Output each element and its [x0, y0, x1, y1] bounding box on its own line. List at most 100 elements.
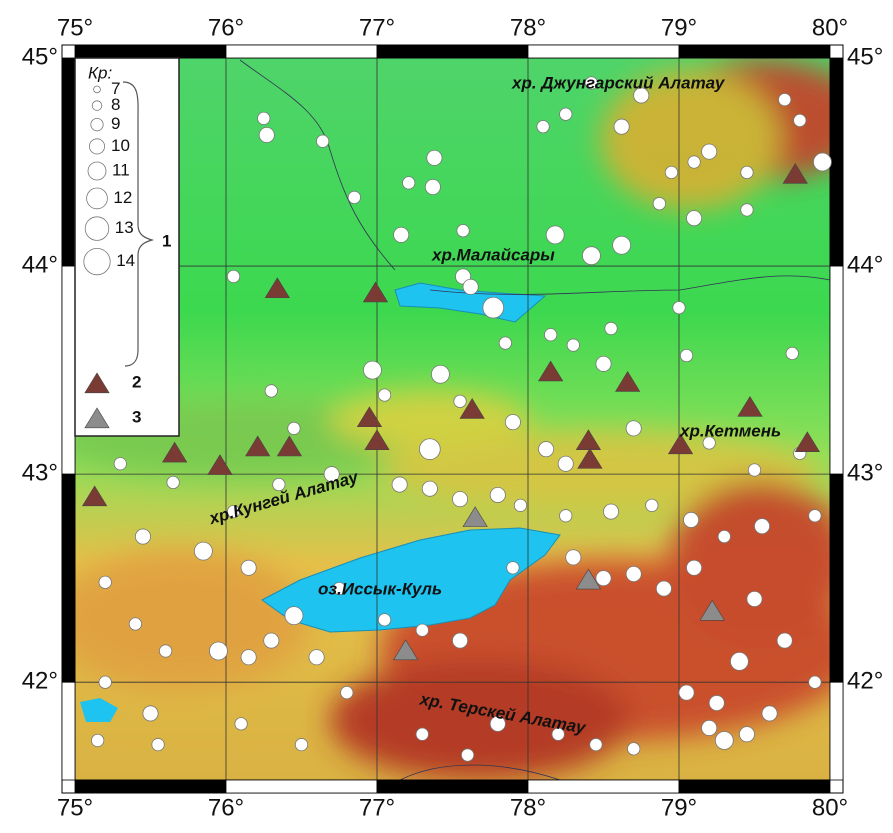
earthquake	[809, 510, 821, 522]
legend-title: Кр:	[88, 63, 112, 82]
legend-label: 8	[111, 95, 120, 114]
frame-bar	[830, 58, 843, 266]
earthquake	[539, 442, 554, 457]
earthquake	[794, 114, 806, 126]
legend-label: 12	[113, 188, 132, 207]
earthquake	[673, 301, 685, 313]
earthquake	[309, 650, 324, 665]
x-tick-label: 75°	[57, 794, 93, 821]
earthquake	[285, 607, 303, 625]
earthquake	[741, 166, 753, 178]
earthquake	[741, 204, 753, 216]
legend-symbol	[88, 162, 106, 180]
earthquake	[680, 349, 692, 361]
earthquake	[730, 652, 748, 670]
earthquake	[416, 728, 428, 740]
earthquake	[560, 108, 572, 120]
x-tick-label: 78°	[510, 794, 546, 821]
earthquake	[403, 177, 415, 189]
legend-label: 2	[132, 372, 141, 391]
earthquake	[258, 112, 270, 124]
legend-label: 3	[132, 407, 141, 426]
x-tick-label: 77°	[359, 794, 395, 821]
frame-bar	[528, 45, 679, 58]
earthquake	[507, 562, 519, 574]
earthquake	[427, 150, 442, 165]
earthquake	[348, 191, 360, 203]
earthquake	[537, 120, 549, 132]
legend-label: 14	[116, 251, 135, 270]
y-tick-label: 43°	[22, 459, 58, 486]
earthquake	[596, 571, 611, 586]
x-tick-label: 78°	[510, 14, 546, 41]
earthquake	[687, 560, 702, 575]
earthquake	[490, 487, 505, 502]
earthquake	[295, 738, 307, 750]
earthquake	[813, 153, 831, 171]
frame-bar	[528, 780, 679, 793]
legend-symbol	[84, 248, 110, 274]
legend-label: 11	[112, 160, 130, 179]
legend-label: 13	[115, 218, 134, 237]
earthquake	[566, 550, 581, 565]
x-tick-label: 80°	[812, 794, 848, 821]
earthquake	[560, 510, 572, 522]
earthquake	[419, 439, 440, 460]
legend-label: 9	[111, 114, 120, 133]
earthquake	[452, 633, 467, 648]
earthquake	[715, 731, 733, 749]
earthquake	[613, 236, 631, 254]
legend-symbol	[94, 86, 101, 93]
earthquake	[754, 519, 769, 534]
frame-bar	[830, 682, 843, 780]
earthquake	[777, 633, 792, 648]
legend-label: 10	[111, 136, 130, 155]
map: 75°75°76°76°77°77°78°78°79°79°80°80°45°4…	[0, 0, 893, 828]
earthquake	[603, 504, 618, 519]
earthquake	[514, 499, 526, 511]
y-tick-label: 43°	[847, 459, 883, 486]
earthquake	[762, 706, 777, 721]
y-tick-label: 45°	[847, 43, 883, 70]
earthquake	[779, 93, 791, 105]
earthquake	[363, 361, 381, 379]
legend-group-label: 1	[162, 231, 171, 250]
earthquake	[702, 144, 717, 159]
earthquake	[605, 322, 617, 334]
earthquake	[129, 618, 141, 630]
y-tick-label: 44°	[847, 251, 883, 278]
y-tick-label: 42°	[847, 668, 883, 695]
earthquake	[718, 530, 730, 542]
earthquake	[628, 743, 640, 755]
earthquake	[394, 227, 409, 242]
earthquake	[739, 727, 754, 742]
earthquake	[259, 127, 274, 142]
place-label: хр.Малайсары	[431, 245, 555, 264]
earthquake	[378, 614, 390, 626]
frame-bar	[377, 45, 528, 58]
earthquake	[167, 476, 179, 488]
earthquake	[461, 749, 473, 761]
earthquake	[656, 581, 671, 596]
frame-bar	[62, 682, 75, 780]
earthquake	[683, 512, 698, 527]
earthquake	[316, 135, 328, 147]
frame-bar	[75, 45, 226, 58]
legend-symbol	[91, 118, 103, 130]
earthquake	[454, 395, 466, 407]
earthquake	[709, 695, 724, 710]
earthquake	[265, 385, 277, 397]
earthquake	[143, 706, 158, 721]
earthquake	[416, 624, 428, 636]
earthquake	[392, 477, 407, 492]
earthquake	[544, 329, 556, 341]
y-tick-label: 42°	[22, 668, 58, 695]
frame-bar	[830, 266, 843, 474]
earthquake	[159, 645, 171, 657]
frame-bar	[377, 780, 528, 793]
earthquake	[626, 566, 641, 581]
earthquake	[288, 422, 300, 434]
earthquake	[241, 560, 256, 575]
earthquake	[99, 576, 111, 588]
